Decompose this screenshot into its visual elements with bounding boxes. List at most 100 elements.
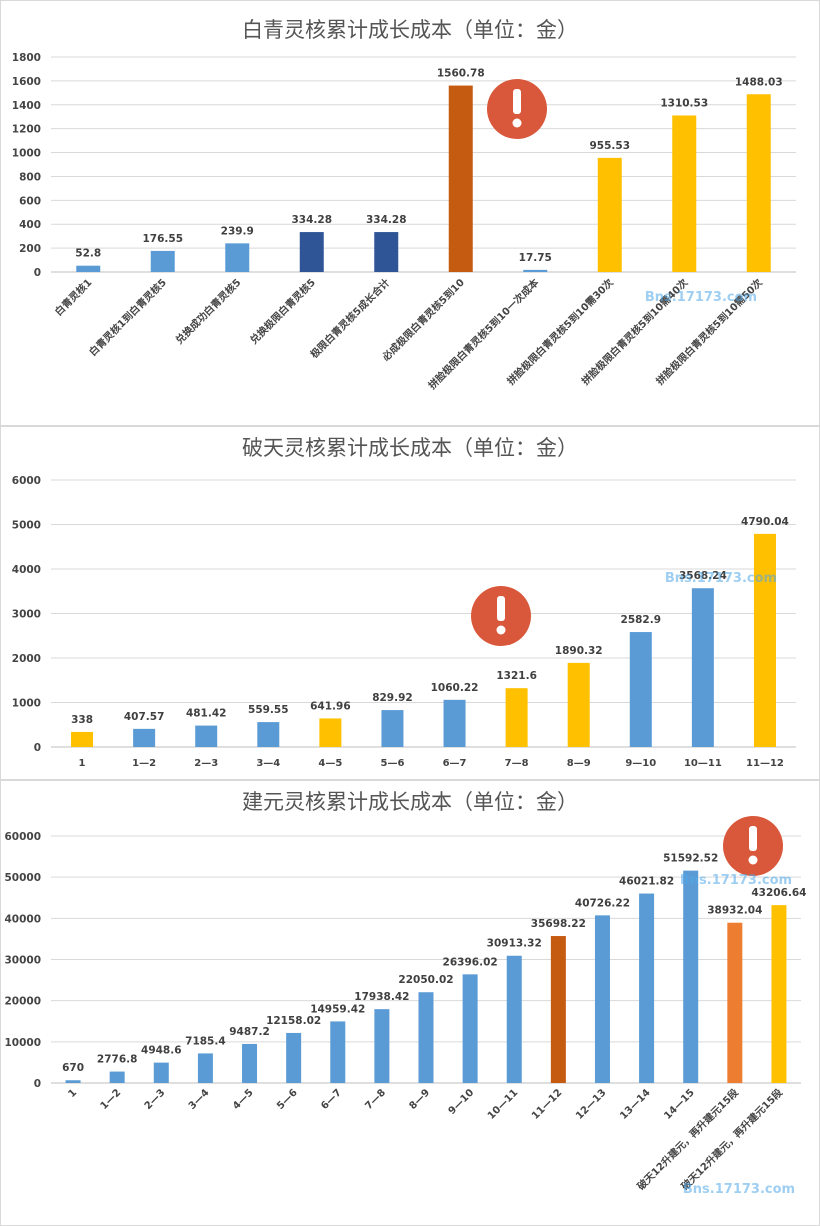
exclamation-icon-stem	[513, 89, 521, 114]
chart-svg-potian: 破天灵核累计成长成本（单位：金） 0 1000 2000 3000 4000 5000 60…	[12, 436, 796, 769]
bar	[225, 243, 250, 272]
y-tick-label: 1000	[12, 148, 41, 160]
bar	[71, 731, 94, 747]
data-label: 1890.32	[555, 645, 603, 657]
data-label: 1560.78	[437, 68, 485, 80]
bar	[330, 1021, 346, 1083]
x-tick-label: 8—9	[567, 758, 591, 769]
y-tick-label: 1000	[12, 698, 41, 710]
bar	[746, 94, 771, 272]
data-label: 40726.22	[575, 897, 630, 909]
x-tick-label: 兑换成功白青灵核5	[173, 276, 244, 347]
y-tick-label: 30000	[4, 955, 41, 967]
data-label: 52.8	[75, 248, 101, 260]
y-tick-label: 60000	[4, 831, 41, 843]
x-tick-label: 11—12	[530, 1087, 565, 1122]
data-label: 35698.22	[531, 918, 586, 930]
y-tick-label: 1200	[12, 124, 41, 136]
bar	[150, 250, 175, 272]
y-tick-label: 4000	[12, 564, 41, 576]
y-tick-label: 0	[34, 1078, 41, 1090]
y-tick-label: 1400	[12, 100, 41, 112]
bar	[550, 936, 566, 1083]
bar	[448, 85, 473, 272]
data-label: 338	[71, 714, 93, 726]
y-tick-label: 200	[19, 243, 41, 255]
x-tick-label: 2—3	[143, 1087, 168, 1112]
exclamation-icon-dot	[496, 625, 506, 635]
chart-title: 破天灵核累计成长成本（单位：金）	[242, 436, 578, 460]
bar	[319, 718, 342, 747]
x-tick-label: 5—6	[275, 1087, 300, 1112]
data-label: 4948.6	[141, 1045, 182, 1057]
bar	[594, 915, 610, 1083]
x-tick-label: 4—5	[318, 758, 342, 769]
data-label: 1060.22	[431, 682, 479, 694]
bar	[381, 710, 404, 747]
bar	[462, 974, 478, 1083]
chart-title: 建元灵核累计成长成本（单位：金）	[242, 790, 578, 814]
data-label: 30913.32	[487, 938, 542, 950]
y-tick-label: 0	[34, 742, 41, 754]
bar	[195, 725, 218, 747]
y-tick-label: 800	[19, 171, 41, 183]
chart-svg-jianyuan: 建元灵核累计成长成本（单位：金） 0 10000 20000 30000 40000 50…	[4, 790, 806, 1197]
data-label: 559.55	[248, 704, 289, 716]
y-tick-label: 6000	[12, 475, 41, 487]
data-label: 17.75	[519, 252, 552, 264]
watermark: Bns.17173.com	[680, 873, 792, 888]
data-label: 22050.02	[398, 974, 453, 986]
bar	[506, 955, 522, 1083]
bar	[374, 1009, 390, 1083]
chart-panel-potian: 破天灵核累计成长成本（单位：金） 0 1000 2000 3000 4000 5000 60…	[0, 426, 820, 780]
chart-panel-jianyuan: 建元灵核累计成长成本（单位：金） 0 10000 20000 30000 40000 50…	[0, 780, 820, 1226]
data-label: 43206.64	[751, 887, 806, 899]
x-tick-label: 13—14	[618, 1087, 653, 1122]
watermark: Bns.17173.com	[665, 571, 777, 586]
y-tick-label: 5000	[12, 520, 41, 532]
x-tick-label: 6—7	[319, 1087, 344, 1112]
bar	[505, 688, 528, 747]
bar	[109, 1071, 125, 1083]
watermark: Bns.17173.com	[683, 1182, 795, 1197]
bar	[523, 269, 548, 272]
bar	[683, 870, 699, 1083]
bar	[286, 1032, 302, 1083]
x-tick-label: 11—12	[746, 758, 784, 769]
data-label: 670	[62, 1062, 84, 1074]
bar	[753, 533, 776, 747]
x-tick-label: 5—6	[380, 758, 404, 769]
x-tick-label: 1—2	[132, 758, 156, 769]
bar	[76, 265, 101, 272]
x-tick-label: 8—9	[407, 1087, 432, 1112]
data-label: 4790.04	[741, 516, 789, 528]
x-tick-label: 6—7	[443, 758, 467, 769]
data-label: 1310.53	[660, 97, 708, 109]
y-tick-label: 20000	[4, 996, 41, 1008]
data-label: 2582.9	[621, 614, 662, 626]
bar	[133, 728, 156, 747]
data-label: 481.42	[186, 708, 227, 720]
data-label: 3568.24	[679, 570, 727, 582]
x-tick-label: 白青灵核1到白青灵核5	[86, 276, 169, 359]
data-label: 176.55	[142, 233, 183, 245]
x-tick-label: 9—10	[447, 1087, 477, 1117]
bar	[629, 632, 652, 747]
y-tick-label: 1800	[12, 52, 41, 64]
y-tick-label: 50000	[4, 872, 41, 884]
data-label: 7185.4	[185, 1035, 226, 1047]
bar	[443, 699, 466, 747]
bar	[597, 157, 622, 272]
x-tick-label: 10—11	[684, 758, 722, 769]
x-tick-label: 3—4	[256, 758, 280, 769]
bar	[691, 588, 714, 747]
x-tick-label: 7—8	[363, 1087, 388, 1112]
data-label: 239.9	[221, 225, 254, 237]
x-tick-label: 4—5	[231, 1087, 256, 1112]
x-tick-label: 1	[66, 1087, 79, 1100]
data-label: 26396.02	[443, 956, 498, 968]
x-tick-label: 10—11	[486, 1087, 521, 1122]
data-label: 12158.02	[266, 1015, 321, 1027]
y-tick-label: 0	[34, 267, 41, 279]
bar	[771, 905, 787, 1083]
